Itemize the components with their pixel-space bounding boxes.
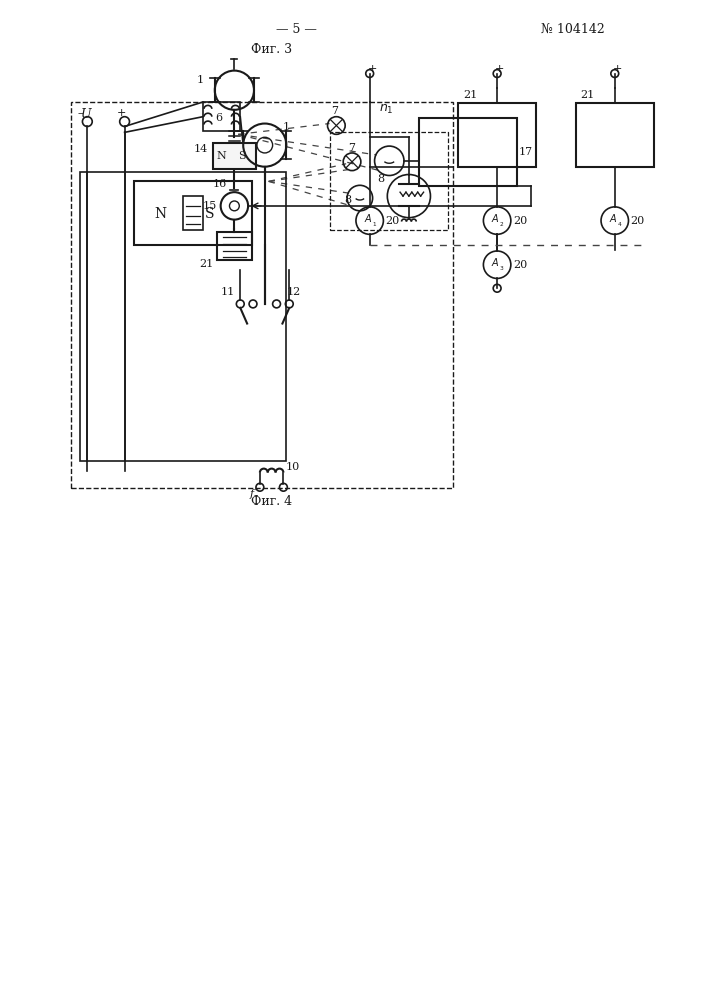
Text: 1: 1 [282, 122, 290, 132]
Text: f: f [250, 489, 255, 499]
Text: $A$: $A$ [491, 256, 500, 268]
Text: +: + [613, 64, 622, 74]
Text: S: S [205, 207, 214, 221]
Text: 21: 21 [580, 90, 595, 100]
Text: U: U [81, 108, 91, 121]
Text: S: S [238, 151, 246, 161]
Text: 15: 15 [203, 201, 217, 211]
Text: 6: 6 [215, 113, 222, 123]
Text: $_3$: $_3$ [499, 264, 505, 273]
Text: 8: 8 [378, 174, 385, 184]
Text: 21: 21 [199, 259, 214, 269]
Text: № 104142: № 104142 [542, 23, 605, 36]
Text: Фиг. 4: Фиг. 4 [251, 495, 292, 508]
Text: 21: 21 [463, 90, 477, 100]
Text: 8: 8 [344, 195, 351, 205]
Text: $_2$: $_2$ [499, 220, 504, 229]
Text: $_1$: $_1$ [372, 220, 377, 229]
Text: — 5 —: — 5 — [276, 23, 317, 36]
Text: 7: 7 [348, 143, 355, 153]
Text: +: + [495, 64, 505, 74]
Text: 11: 11 [221, 287, 235, 297]
Bar [81, 172, 286, 461]
Bar [217, 232, 252, 260]
Text: $A$: $A$ [364, 212, 373, 224]
Bar [134, 181, 252, 245]
Text: $n_1$: $n_1$ [380, 103, 394, 116]
Bar [203, 102, 240, 131]
Bar [71, 102, 453, 488]
Bar [183, 196, 203, 230]
Text: 20: 20 [631, 216, 645, 226]
Bar [575, 103, 654, 167]
Text: 1: 1 [197, 75, 204, 85]
Bar [458, 103, 537, 167]
Text: $A$: $A$ [491, 212, 500, 224]
Text: 10: 10 [286, 462, 300, 472]
Bar [419, 118, 517, 186]
Text: N: N [217, 151, 226, 161]
Text: 17: 17 [519, 147, 533, 157]
Text: 16: 16 [213, 179, 227, 189]
Text: +: + [117, 108, 126, 118]
Text: 20: 20 [513, 216, 527, 226]
Bar [330, 132, 448, 230]
Text: $_4$: $_4$ [617, 220, 622, 229]
Text: 20: 20 [385, 216, 399, 226]
Text: 12: 12 [286, 287, 300, 297]
Text: N: N [154, 207, 166, 221]
Text: +: + [368, 64, 377, 74]
Text: 7: 7 [332, 106, 339, 116]
Text: $A$: $A$ [609, 212, 617, 224]
Text: Фиг. 3: Фиг. 3 [251, 43, 292, 56]
Text: 20: 20 [513, 260, 527, 270]
Text: 14: 14 [193, 144, 207, 154]
Text: –: – [78, 108, 83, 118]
Bar [213, 143, 256, 169]
